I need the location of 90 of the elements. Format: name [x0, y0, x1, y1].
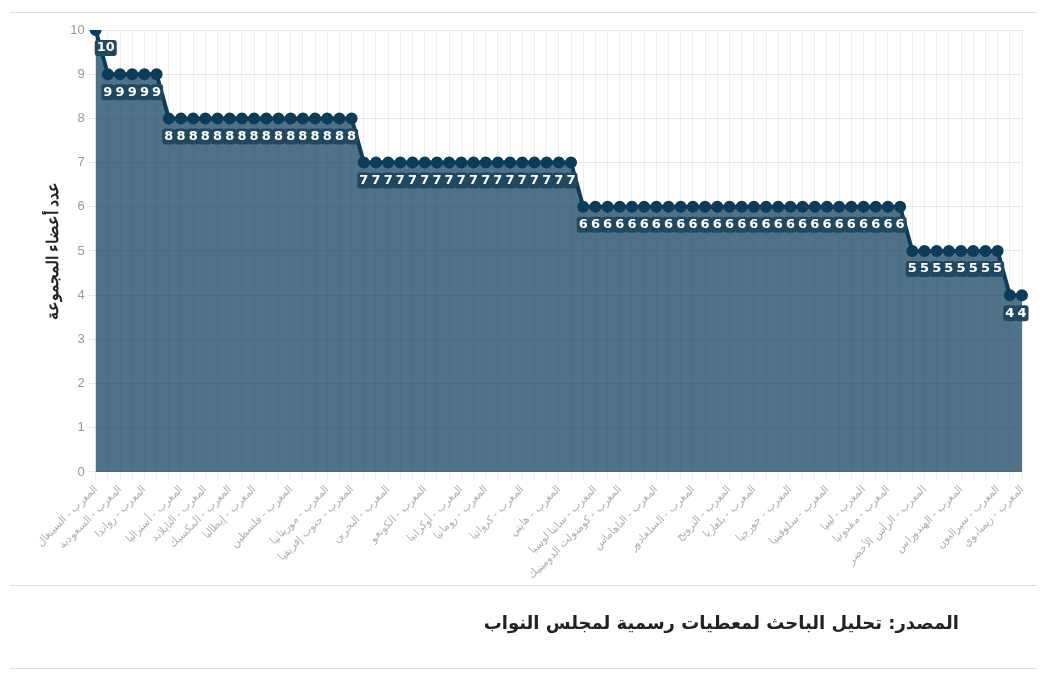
data-label: 7: [383, 171, 393, 187]
data-label: 4: [1005, 304, 1015, 320]
data-label: 7: [505, 171, 515, 187]
y-tick-label: 3: [77, 330, 85, 346]
data-label: 5: [944, 260, 954, 276]
data-label: 8: [334, 127, 344, 143]
data-label: 9: [152, 83, 162, 99]
data-label: 7: [432, 171, 442, 187]
data-label: 8: [213, 127, 223, 143]
data-label: 6: [761, 216, 771, 232]
text: المصدر: تحليل الباحث لمعطيات رسمية لمجلس النواب: [482, 612, 959, 633]
data-label: 8: [322, 127, 332, 143]
data-label: 5: [956, 260, 966, 276]
data-label: 7: [408, 171, 418, 187]
data-label: 6: [724, 216, 734, 232]
data-label: 8: [225, 127, 235, 143]
data-label: 5: [907, 260, 917, 276]
data-label: 6: [603, 216, 613, 232]
data-label: 7: [371, 171, 381, 187]
y-tick-label: 6: [77, 198, 85, 214]
data-label: 6: [859, 216, 869, 232]
data-label: 8: [176, 127, 186, 143]
data-label: 8: [237, 127, 247, 143]
data-label: 6: [785, 216, 795, 232]
data-label: 7: [444, 171, 454, 187]
data-label: 8: [200, 127, 210, 143]
data-label: 6: [834, 216, 844, 232]
y-tick-label: 0: [77, 463, 85, 479]
data-label: 7: [456, 171, 466, 187]
data-label: 6: [615, 216, 625, 232]
data-label: 7: [542, 171, 552, 187]
data-label: 6: [676, 216, 686, 232]
y-tick-label: 10: [70, 21, 85, 37]
data-label: 7: [493, 171, 503, 187]
data-label: 8: [286, 127, 296, 143]
data-label: 6: [578, 216, 588, 232]
data-label: 6: [773, 216, 783, 232]
data-label: 6: [639, 216, 649, 232]
y-tick-label: 7: [77, 154, 85, 170]
y-tick-label: 9: [77, 65, 85, 81]
data-label: 6: [871, 216, 881, 232]
data-label: 8: [273, 127, 284, 143]
data-label: 5: [919, 260, 930, 276]
data-label: 7: [566, 171, 576, 187]
data-label: 4: [1017, 304, 1027, 320]
y-tick-label: 8: [77, 109, 85, 125]
data-label: 7: [468, 171, 479, 187]
data-label: 5: [980, 260, 990, 276]
data-label: 8: [310, 127, 320, 143]
y-tick-label: 5: [77, 242, 85, 258]
y-tick-label: 4: [77, 286, 85, 302]
data-label: 6: [700, 216, 710, 232]
data-label: 6: [627, 216, 637, 232]
y-tick-label: 1: [77, 419, 85, 435]
data-label: 5: [968, 260, 978, 276]
data-label: 7: [554, 171, 564, 187]
data-label: 7: [420, 171, 430, 187]
data-label: 6: [651, 216, 661, 232]
data-label: 10: [96, 39, 115, 55]
data-label: 8: [164, 127, 174, 143]
data-label: 6: [798, 216, 808, 232]
data-label: 8: [249, 127, 259, 143]
data-label: 5: [932, 260, 942, 276]
data-label: 6: [737, 216, 747, 232]
data-label: 6: [590, 216, 600, 232]
data-label: 9: [103, 83, 113, 99]
data-label: 6: [883, 216, 893, 232]
data-label: 7: [481, 171, 491, 187]
data-label: 6: [712, 216, 722, 232]
data-label: 6: [810, 216, 820, 232]
data-label: 7: [359, 171, 369, 187]
data-label: 6: [822, 216, 832, 232]
y-axis-title: عدد أعضاء المجموعة: [41, 181, 64, 321]
data-label: 9: [127, 83, 137, 99]
data-label: 6: [749, 216, 759, 232]
data-label: 8: [347, 127, 357, 143]
data-label: 5: [993, 260, 1003, 276]
y-tick-label: 2: [77, 375, 85, 391]
data-label: 8: [188, 127, 198, 143]
data-label: 6: [688, 216, 698, 232]
data-label: 6: [846, 216, 856, 232]
data-label: 9: [115, 83, 125, 99]
data-label: 6: [664, 216, 674, 232]
data-label: 6: [895, 216, 905, 232]
data-label: 7: [395, 171, 405, 187]
data-label: 9: [139, 83, 149, 99]
data-label: 8: [298, 127, 308, 143]
data-label: 7: [529, 171, 539, 187]
data-label: 7: [517, 171, 527, 187]
data-label: 8: [261, 127, 271, 143]
